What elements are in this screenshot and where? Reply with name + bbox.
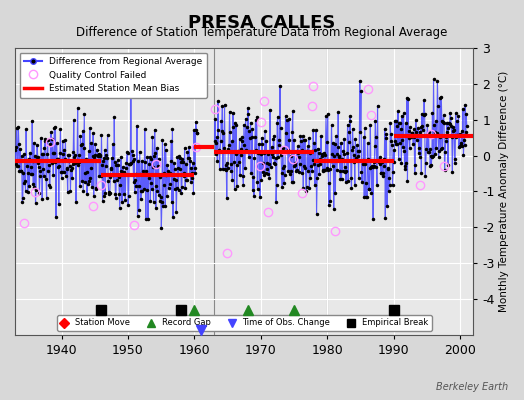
Text: PRESA CALLES: PRESA CALLES	[188, 14, 336, 32]
Y-axis label: Monthly Temperature Anomaly Difference (°C): Monthly Temperature Anomaly Difference (…	[499, 71, 509, 312]
Text: Difference of Station Temperature Data from Regional Average: Difference of Station Temperature Data f…	[77, 26, 447, 39]
Text: Berkeley Earth: Berkeley Earth	[436, 382, 508, 392]
Legend: Station Move, Record Gap, Time of Obs. Change, Empirical Break: Station Move, Record Gap, Time of Obs. C…	[57, 315, 432, 331]
